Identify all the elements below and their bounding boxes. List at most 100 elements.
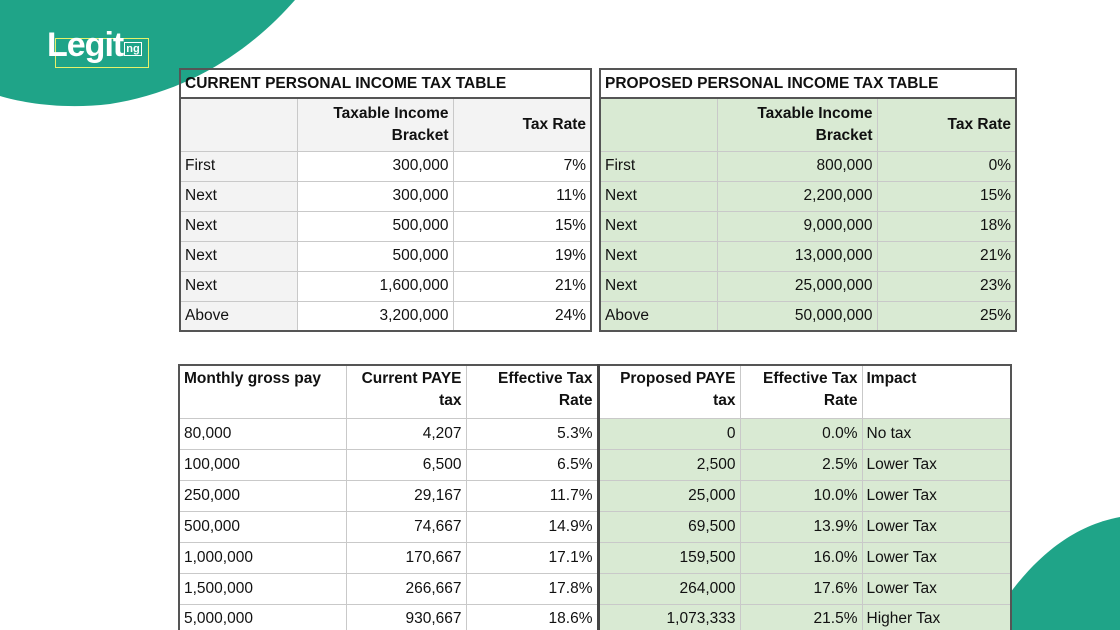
data-row: Next 9,000,000 18% — [599, 210, 1017, 242]
cell: Next — [179, 210, 298, 242]
cell: 24% — [452, 300, 592, 332]
cell: 250,000 — [178, 479, 347, 512]
cell: 2,500 — [597, 448, 741, 481]
cell: Next — [179, 180, 298, 212]
data-row: Next 13,000,000 21% — [599, 240, 1017, 272]
cell: 25,000,000 — [716, 270, 878, 302]
cell: 930,667 — [345, 603, 467, 630]
cell: Lower Tax — [861, 448, 1012, 481]
cell: First — [599, 150, 718, 182]
data-row: Above 3,200,000 24% — [179, 300, 592, 332]
cell: 14.9% — [465, 510, 600, 543]
cell: 2,200,000 — [716, 180, 878, 212]
cell: 17.8% — [465, 572, 600, 605]
cell: 4,207 — [345, 417, 467, 450]
data-row: 1,000,000 170,667 17.1% 159,500 16.0% Lower T… — [178, 541, 1012, 574]
cell: Lower Tax — [861, 510, 1012, 543]
data-row: 250,000 29,167 11.7% 25,000 10.0% Lower Tax — [178, 479, 1012, 512]
cell: First — [179, 150, 298, 182]
header-cell: Effective Tax Rate — [465, 364, 600, 419]
cell: 15% — [452, 210, 592, 242]
header-cell — [179, 97, 298, 152]
cell: 21% — [876, 240, 1017, 272]
cell: 0.0% — [739, 417, 863, 450]
cell: 11% — [452, 180, 592, 212]
cell: Next — [179, 270, 298, 302]
header-cell: Monthly gross pay — [178, 364, 347, 419]
cell: Next — [599, 270, 718, 302]
data-row: Above 50,000,000 25% — [599, 300, 1017, 332]
tax-table: PROPOSED PERSONAL INCOME TAX TABLE Taxabl… — [599, 68, 1018, 332]
cell: 500,000 — [296, 240, 454, 272]
header-row: Taxable Income Bracket Tax Rate — [599, 97, 1017, 152]
cell: 15% — [876, 180, 1017, 212]
data-row: Next 300,000 11% — [179, 180, 592, 212]
data-row: Next 2,200,000 15% — [599, 180, 1017, 212]
cell: 500,000 — [178, 510, 347, 543]
cell: 300,000 — [296, 180, 454, 212]
tax-table: CURRENT PERSONAL INCOME TAX TABLE Taxable… — [179, 68, 593, 332]
cell: 25,000 — [597, 479, 741, 512]
header-cell: Tax Rate — [876, 97, 1017, 152]
cell: Next — [599, 240, 718, 272]
cell: No tax — [861, 417, 1012, 450]
bottom-blob — [985, 517, 1120, 630]
data-row: 100,000 6,500 6.5% 2,500 2.5% Lower Tax — [178, 448, 1012, 481]
cell: 19% — [452, 240, 592, 272]
cell: 18% — [876, 210, 1017, 242]
cell: Above — [599, 300, 718, 332]
logo: Legit ng — [47, 26, 142, 65]
cell: 74,667 — [345, 510, 467, 543]
header-row: Taxable Income Bracket Tax Rate — [179, 97, 592, 152]
table-title: PROPOSED PERSONAL INCOME TAX TABLE — [599, 68, 1017, 99]
cell: 1,000,000 — [178, 541, 347, 574]
cell: 6,500 — [345, 448, 467, 481]
cell: 100,000 — [178, 448, 347, 481]
header-cell: Impact — [861, 364, 1012, 419]
cell: 50,000,000 — [716, 300, 878, 332]
cell: 300,000 — [296, 150, 454, 182]
cell: 21.5% — [739, 603, 863, 630]
cell: 13.9% — [739, 510, 863, 543]
cell: 0% — [876, 150, 1017, 182]
data-row: Next 1,600,000 21% — [179, 270, 592, 302]
logo-name: Legit — [47, 26, 124, 64]
cell: 0 — [597, 417, 741, 450]
cell: 13,000,000 — [716, 240, 878, 272]
cell: 5.3% — [465, 417, 600, 450]
cell: 25% — [876, 300, 1017, 332]
cell: Lower Tax — [861, 572, 1012, 605]
data-row: 80,000 4,207 5.3% 0 0.0% No tax — [178, 417, 1012, 450]
cell: 7% — [452, 150, 592, 182]
cell: 69,500 — [597, 510, 741, 543]
cell: 800,000 — [716, 150, 878, 182]
cell: 11.7% — [465, 479, 600, 512]
title-row: PROPOSED PERSONAL INCOME TAX TABLE — [599, 68, 1017, 99]
logo-frame — [55, 38, 149, 68]
header-cell: Current PAYE tax — [345, 364, 467, 419]
cell: Above — [179, 300, 298, 332]
header-row: Monthly gross pay Current PAYE tax Effecti… — [178, 364, 1012, 419]
header-cell: Effective Tax Rate — [739, 364, 863, 419]
cell: 80,000 — [178, 417, 347, 450]
cell: Next — [179, 240, 298, 272]
header-cell — [599, 97, 718, 152]
cell: 159,500 — [597, 541, 741, 574]
cell: Next — [599, 210, 718, 242]
cell: Lower Tax — [861, 541, 1012, 574]
cell: 9,000,000 — [716, 210, 878, 242]
cell: Lower Tax — [861, 479, 1012, 512]
cell: 17.1% — [465, 541, 600, 574]
cell: 18.6% — [465, 603, 600, 630]
header-cell: Taxable Income Bracket — [716, 97, 878, 152]
cell: 266,667 — [345, 572, 467, 605]
cell: 1,600,000 — [296, 270, 454, 302]
cell: Next — [599, 180, 718, 212]
data-row: First 300,000 7% — [179, 150, 592, 182]
cell: 1,500,000 — [178, 572, 347, 605]
logo-suffix: ng — [124, 42, 142, 56]
cell: Higher Tax — [861, 603, 1012, 630]
cell: 264,000 — [597, 572, 741, 605]
